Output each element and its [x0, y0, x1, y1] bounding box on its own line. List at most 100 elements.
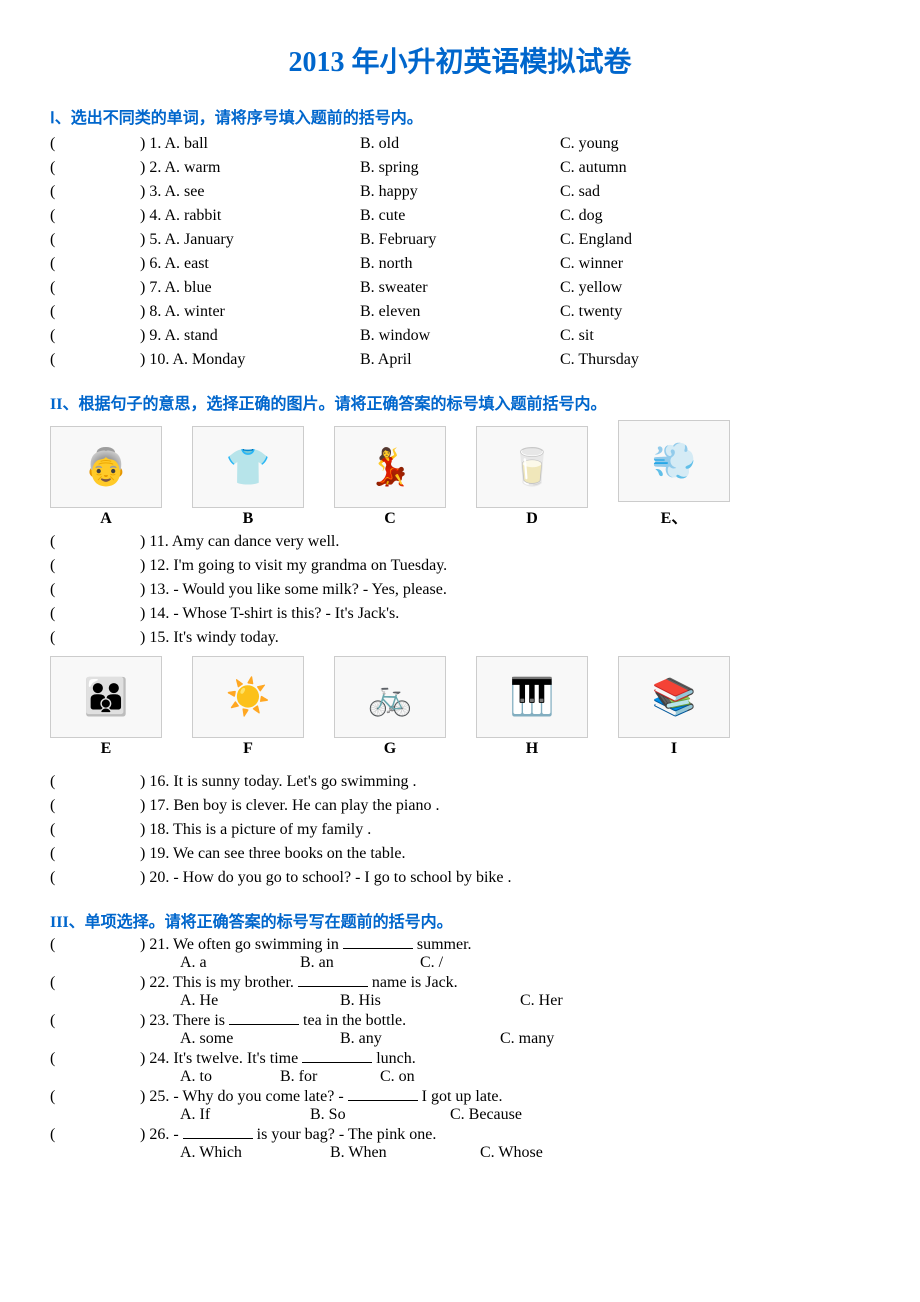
question-text: ) 18. This is a picture of my family .	[140, 818, 870, 842]
question-stem: ) 21. We often go swimming in summer.	[140, 936, 870, 954]
option-a: ) 1. A. ball	[140, 132, 360, 156]
question-stem: ) 24. It's twelve. It's time lunch.	[140, 1050, 870, 1068]
answer-blank[interactable]: (	[50, 180, 140, 204]
picture-icon: 💃	[334, 426, 446, 508]
option-c: C. sit	[560, 324, 870, 348]
image-label: D	[526, 510, 538, 528]
option-a: ) 5. A. January	[140, 228, 360, 252]
image-cell: ☀️F	[192, 656, 304, 758]
question-text: ) 16. It is sunny today. Let's go swimmi…	[140, 770, 870, 794]
option-a: ) 7. A. blue	[140, 276, 360, 300]
question-row: () 17. Ben boy is clever. He can play th…	[50, 794, 870, 818]
answer-blank[interactable]: (	[50, 554, 140, 578]
option-b: B. north	[360, 252, 560, 276]
picture-icon: 📚	[618, 656, 730, 738]
section2-body2: () 16. It is sunny today. Let's go swimm…	[50, 770, 870, 890]
section2-body1: () 11. Amy can dance very well.() 12. I'…	[50, 530, 870, 650]
mc-options: A. WhichB. WhenC. Whose	[50, 1144, 870, 1162]
fill-blank[interactable]	[343, 948, 413, 949]
image-label: I	[671, 740, 677, 758]
mc-question: () 23. There is tea in the bottle.A. som…	[50, 1012, 870, 1048]
answer-blank[interactable]: (	[50, 530, 140, 554]
mc-options: A. someB. anyC. many	[50, 1030, 870, 1048]
question-text: ) 13. - Would you like some milk? - Yes,…	[140, 578, 870, 602]
fill-blank[interactable]	[348, 1100, 418, 1101]
mc-option: B. So	[310, 1106, 450, 1124]
question-text: ) 17. Ben boy is clever. He can play the…	[140, 794, 870, 818]
answer-blank[interactable]: (	[50, 1088, 140, 1106]
question-stem: ) 23. There is tea in the bottle.	[140, 1012, 870, 1030]
answer-blank[interactable]: (	[50, 276, 140, 300]
mc-option: C. Her	[520, 992, 640, 1010]
answer-blank[interactable]: (	[50, 974, 140, 992]
picture-icon: 👪	[50, 656, 162, 738]
answer-blank[interactable]: (	[50, 1050, 140, 1068]
option-b: B. sweater	[360, 276, 560, 300]
image-row-2: 👪E☀️F🚲G🎹H📚I	[50, 656, 870, 758]
option-c: C. dog	[560, 204, 870, 228]
picture-icon: ☀️	[192, 656, 304, 738]
mc-option: B. an	[300, 954, 420, 972]
mc-option: C. /	[420, 954, 540, 972]
mc-options: A. toB. forC. on	[50, 1068, 870, 1086]
answer-blank[interactable]: (	[50, 156, 140, 180]
fill-blank[interactable]	[183, 1138, 253, 1139]
answer-blank[interactable]: (	[50, 818, 140, 842]
question-row: () 1. A. ballB. oldC. young	[50, 132, 870, 156]
answer-blank[interactable]: (	[50, 1012, 140, 1030]
page-title: 2013 年小升初英语模拟试卷	[50, 40, 870, 80]
picture-icon: 🚲	[334, 656, 446, 738]
mc-option: A. If	[180, 1106, 310, 1124]
image-cell: 👪E	[50, 656, 162, 758]
option-a: ) 2. A. warm	[140, 156, 360, 180]
answer-blank[interactable]: (	[50, 324, 140, 348]
answer-blank[interactable]: (	[50, 866, 140, 890]
option-b: B. happy	[360, 180, 560, 204]
answer-blank[interactable]: (	[50, 770, 140, 794]
answer-blank[interactable]: (	[50, 132, 140, 156]
answer-blank[interactable]: (	[50, 204, 140, 228]
question-row: () 9. A. standB. windowC. sit	[50, 324, 870, 348]
question-row: () 19. We can see three books on the tab…	[50, 842, 870, 866]
image-cell: 💃C	[334, 426, 446, 528]
picture-icon: 💨	[618, 420, 730, 502]
option-a: ) 9. A. stand	[140, 324, 360, 348]
image-label: E	[101, 740, 112, 758]
fill-blank[interactable]	[302, 1062, 372, 1063]
question-row: () 12. I'm going to visit my grandma on …	[50, 554, 870, 578]
answer-blank[interactable]: (	[50, 348, 140, 372]
answer-blank[interactable]: (	[50, 794, 140, 818]
answer-blank[interactable]: (	[50, 252, 140, 276]
mc-option: B. for	[280, 1068, 380, 1086]
image-cell: 📚I	[618, 656, 730, 758]
answer-blank[interactable]: (	[50, 300, 140, 324]
answer-blank[interactable]: (	[50, 228, 140, 252]
answer-blank[interactable]: (	[50, 602, 140, 626]
image-cell: 💨E、	[618, 420, 730, 528]
mc-option: C. many	[500, 1030, 620, 1048]
question-stem: ) 22. This is my brother. name is Jack.	[140, 974, 870, 992]
question-text: ) 19. We can see three books on the tabl…	[140, 842, 870, 866]
answer-blank[interactable]: (	[50, 578, 140, 602]
picture-icon: 👕	[192, 426, 304, 508]
answer-blank[interactable]: (	[50, 626, 140, 650]
answer-blank[interactable]: (	[50, 842, 140, 866]
fill-blank[interactable]	[298, 986, 368, 987]
image-label: E、	[661, 504, 688, 528]
fill-blank[interactable]	[229, 1024, 299, 1025]
option-c: C. yellow	[560, 276, 870, 300]
mc-option: C. Because	[450, 1106, 570, 1124]
answer-blank[interactable]: (	[50, 1126, 140, 1144]
image-label: A	[100, 510, 112, 528]
option-c: C. autumn	[560, 156, 870, 180]
mc-option: A. Which	[180, 1144, 330, 1162]
mc-question: () 24. It's twelve. It's time lunch.A. t…	[50, 1050, 870, 1086]
mc-question: () 26. - is your bag? - The pink one.A. …	[50, 1126, 870, 1162]
answer-blank[interactable]: (	[50, 936, 140, 954]
mc-option: C. on	[380, 1068, 480, 1086]
option-a: ) 10. A. Monday	[140, 348, 360, 372]
image-label: G	[384, 740, 396, 758]
mc-question: () 22. This is my brother. name is Jack.…	[50, 974, 870, 1010]
section1-header: Ⅰ、选出不同类的单词，请将序号填入题前的括号内。	[50, 104, 870, 128]
option-c: C. twenty	[560, 300, 870, 324]
